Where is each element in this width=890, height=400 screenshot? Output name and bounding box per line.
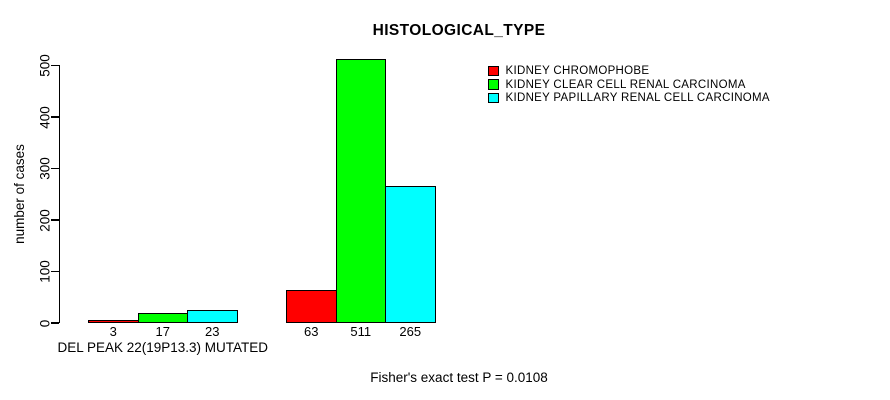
y-axis-line — [58, 64, 60, 324]
legend-label: KIDNEY CHROMOPHOBE — [505, 65, 650, 78]
bar-value-label: 17 — [155, 323, 170, 339]
bar — [88, 320, 139, 324]
legend-swatch — [488, 65, 499, 77]
y-tick-label: 500 — [37, 54, 52, 77]
legend-row: KIDNEY CLEAR CELL RENAL CARCINOMA — [488, 78, 770, 91]
bar — [187, 310, 238, 324]
bar-value-label: 23 — [205, 323, 220, 339]
y-tick-mark — [51, 116, 59, 118]
bar — [385, 185, 436, 324]
bar-value-label: 63 — [304, 323, 319, 339]
x-axis-group-label: DEL PEAK 22(19P13.3) MUTATED — [57, 340, 269, 355]
y-axis-label: number of cases — [12, 144, 27, 244]
y-tick-label: 400 — [37, 105, 52, 129]
bar — [286, 289, 337, 324]
chart-title: HISTOLOGICAL_TYPE — [372, 22, 546, 39]
legend-swatch — [488, 92, 499, 104]
y-tick-label: 100 — [37, 260, 52, 283]
legend: KIDNEY CHROMOPHOBE KIDNEY CLEAR CELL RENA… — [488, 65, 770, 105]
bar-value-label: 3 — [109, 323, 117, 339]
y-tick-mark — [51, 167, 59, 170]
fisher-test-annotation: Fisher's exact test P = 0.0108 — [370, 370, 548, 385]
y-tick-label: 300 — [37, 157, 52, 180]
y-tick-mark — [51, 64, 59, 67]
y-tick-label: 0 — [37, 319, 52, 327]
legend-label: KIDNEY PAPILLARY RENAL CELL CARCINOMA — [505, 91, 770, 104]
bar-value-label: 511 — [350, 323, 372, 339]
bar — [137, 313, 188, 324]
legend-row: KIDNEY PAPILLARY RENAL CELL CARCINOMA — [488, 91, 770, 104]
y-tick-label: 200 — [37, 208, 52, 232]
y-tick-mark — [51, 322, 59, 324]
bar-value-label: 265 — [399, 323, 422, 339]
bar — [335, 58, 386, 324]
legend-label: KIDNEY CLEAR CELL RENAL CARCINOMA — [505, 78, 746, 91]
y-tick-mark — [51, 270, 59, 273]
legend-row: KIDNEY CHROMOPHOBE — [488, 65, 770, 78]
y-tick-mark — [51, 219, 59, 221]
legend-swatch — [488, 79, 499, 90]
